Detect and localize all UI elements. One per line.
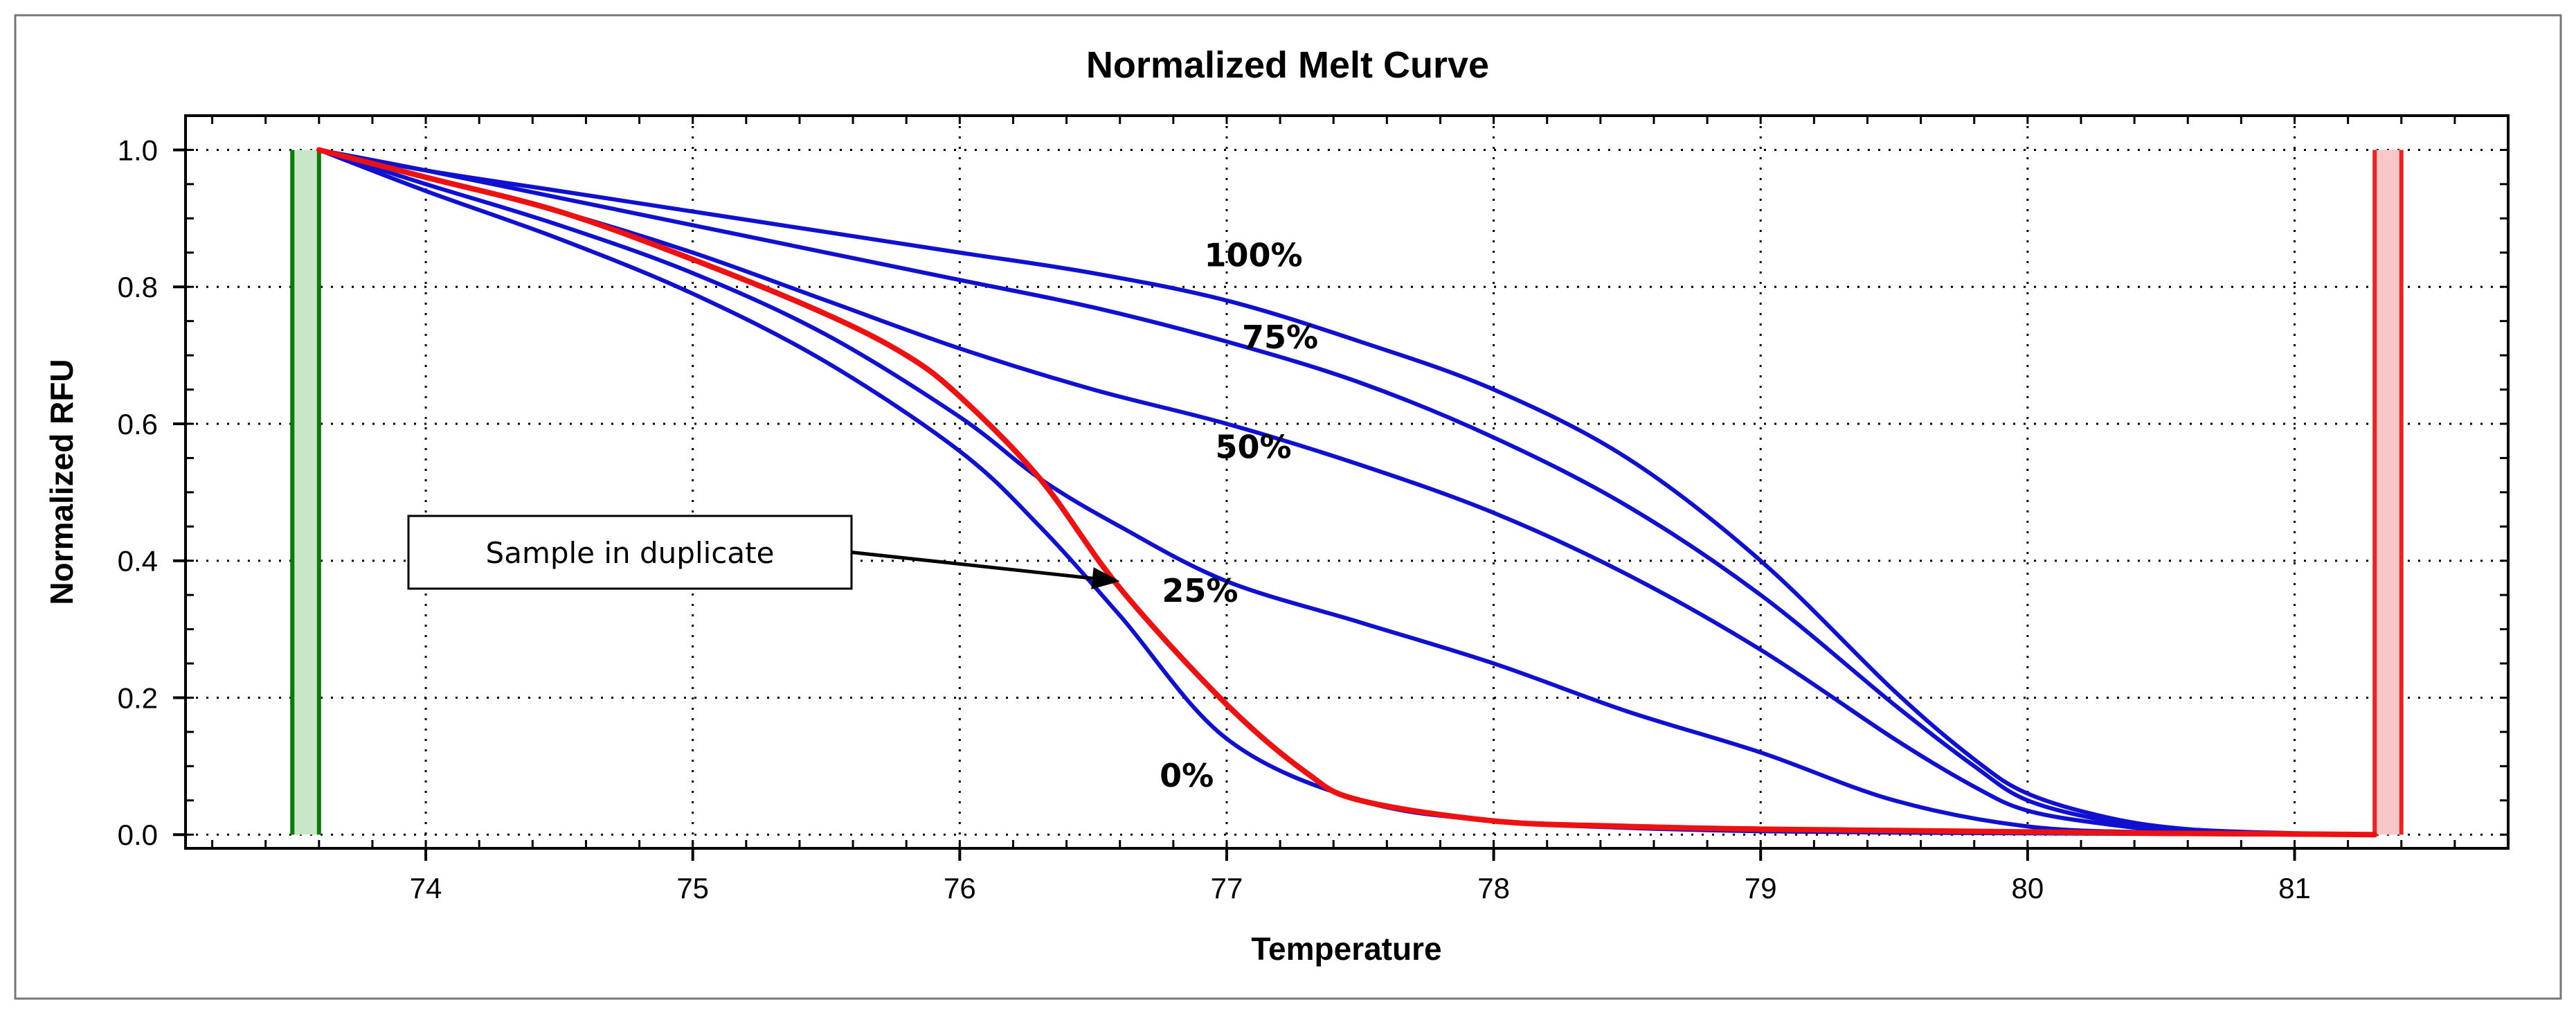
start-range-fill	[292, 150, 319, 835]
series-line	[316, 148, 2377, 837]
y-tick-label: 0.8	[118, 271, 158, 303]
y-axis-title: Normalized RFU	[44, 359, 80, 605]
callout-box	[407, 515, 853, 590]
x-tick-label: 78	[1477, 872, 1510, 904]
series-line	[316, 148, 2377, 837]
y-tick-label: 0.4	[118, 545, 158, 578]
x-tick-label: 80	[2012, 872, 2044, 904]
x-tick-label: 81	[2278, 872, 2311, 904]
x-tick-label: 76	[944, 872, 976, 904]
y-tick-label: 0.6	[118, 408, 158, 440]
annotation: Sample in duplicate	[407, 515, 1120, 590]
callout-arrow-line	[851, 551, 1093, 580]
callout-text: Sample in duplicate	[486, 536, 775, 570]
series-label: 0%	[1160, 757, 1214, 794]
series-line	[316, 148, 2377, 837]
series-label: 100%	[1204, 237, 1302, 274]
series-labels: 100% 75% 50% 25% 0%	[1160, 237, 1318, 794]
callout-arrow-head	[1091, 567, 1120, 589]
series-label: 50%	[1215, 428, 1291, 465]
y-tick-label: 0.2	[118, 681, 158, 714]
plot-frame	[184, 114, 2510, 850]
y-tick-label: 1.0	[118, 134, 158, 166]
series-label: 75%	[1242, 319, 1318, 356]
axis-ticks: 74 75 76 77 78 79 80 81 0.0 0.2 0.4 0.6 0.8 1.0	[118, 116, 2510, 904]
series-lines	[316, 147, 2378, 838]
chart-title: Normalized Melt Curve	[1086, 44, 1489, 86]
x-axis-title: Temperature	[1251, 931, 1441, 967]
range-markers	[290, 150, 2404, 835]
sample-line	[316, 147, 2378, 838]
x-tick-label: 79	[1745, 872, 1777, 904]
series-line	[316, 148, 2377, 837]
x-tick-label: 77	[1211, 872, 1243, 904]
end-range-fill	[2375, 150, 2402, 835]
x-tick-label: 75	[676, 872, 709, 904]
y-tick-label: 0.0	[118, 819, 158, 851]
series-label: 25%	[1162, 572, 1238, 609]
x-tick-label: 74	[410, 872, 442, 904]
